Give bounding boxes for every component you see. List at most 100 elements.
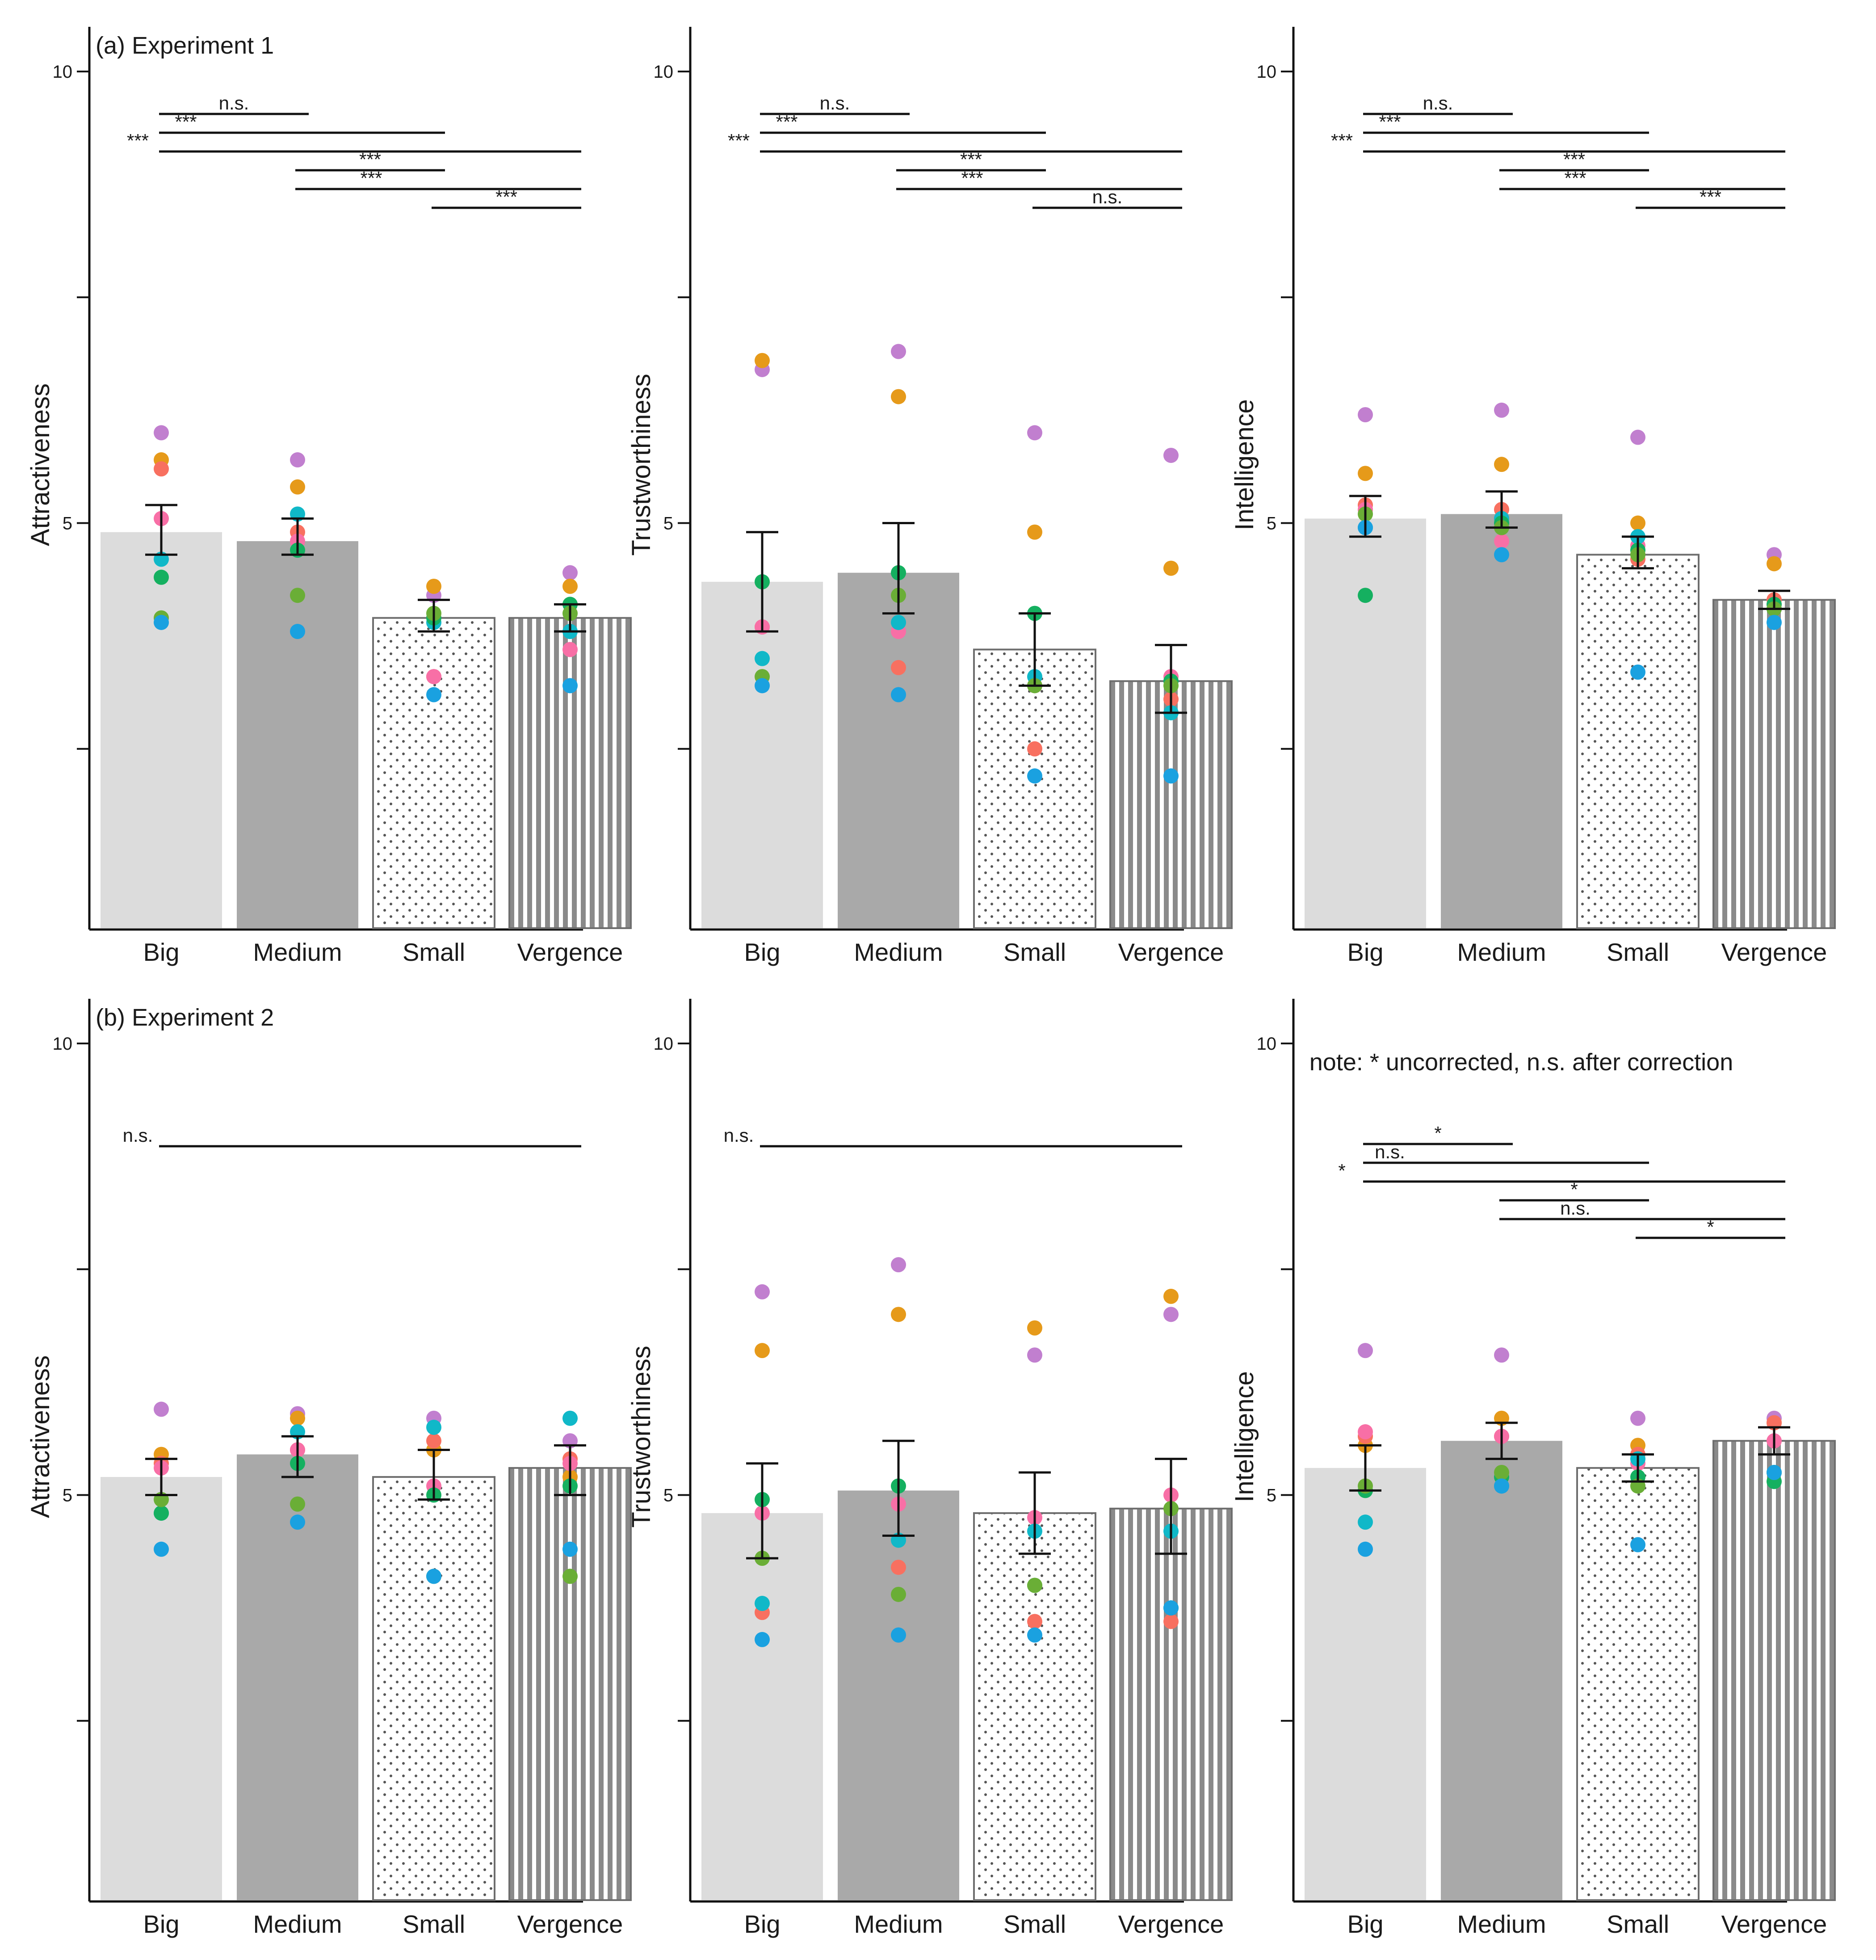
data-point — [1630, 515, 1645, 531]
y-tick-label: 10 — [654, 1034, 674, 1054]
significance-label: *** — [127, 130, 149, 151]
data-point — [1494, 1478, 1509, 1494]
y-axis-title: Attractiveness — [26, 383, 55, 546]
y-axis-title: Trustworthiness — [627, 1346, 656, 1527]
data-point — [426, 687, 441, 702]
data-point — [1494, 402, 1509, 418]
y-tick-label: 10 — [53, 1034, 73, 1054]
data-point — [154, 614, 169, 630]
data-point — [1767, 556, 1782, 572]
x-tick-label: Small — [1607, 938, 1669, 966]
data-point — [1358, 1541, 1373, 1557]
data-point — [1630, 1537, 1645, 1552]
x-tick-label: Medium — [253, 1910, 342, 1938]
data-point — [1767, 614, 1782, 630]
data-point — [1027, 425, 1042, 441]
data-point — [1027, 1320, 1042, 1336]
significance-label: *** — [1564, 168, 1586, 189]
x-tick-label: Big — [1347, 938, 1384, 966]
y-axis-title: Trustworthiness — [627, 374, 656, 555]
x-tick-label: Medium — [1457, 1910, 1546, 1938]
bar — [1576, 554, 1700, 929]
data-point — [290, 1410, 305, 1426]
data-point — [290, 452, 305, 468]
data-point — [891, 660, 906, 675]
data-point — [755, 651, 770, 666]
data-point — [755, 678, 770, 694]
data-point — [290, 624, 305, 639]
data-point — [290, 479, 305, 495]
x-tick-label: Medium — [854, 1910, 943, 1938]
data-point — [426, 1419, 441, 1435]
significance-label: *** — [175, 111, 197, 132]
note-text: note: * uncorrected, n.s. after correcti… — [1309, 1049, 1733, 1076]
data-point — [891, 1307, 906, 1322]
bar — [1576, 1467, 1700, 1901]
data-point — [1358, 407, 1373, 422]
significance-label: *** — [776, 111, 797, 132]
data-point — [1027, 1347, 1042, 1363]
bar — [101, 1477, 222, 1900]
significance-label: n.s. — [1092, 186, 1123, 207]
data-point — [290, 1496, 305, 1512]
significance-label: *** — [1379, 111, 1401, 132]
y-tick-label: 10 — [654, 62, 674, 82]
bar — [508, 1467, 632, 1901]
x-tick-label: Small — [1003, 1910, 1066, 1938]
x-tick-label: Big — [143, 938, 180, 966]
bar — [237, 541, 358, 928]
experiment-label: (b) Experiment 2 — [96, 1004, 274, 1031]
data-point — [891, 1586, 906, 1602]
y-axis-title: Attractiveness — [26, 1355, 55, 1518]
y-tick-label: 5 — [663, 514, 673, 534]
bar — [1305, 518, 1426, 928]
significance-label: *** — [961, 168, 983, 189]
chart-panel: 10 5 Trustworthiness Big Medium Small Vergence… — [627, 27, 1233, 966]
y-tick-label: 5 — [663, 1486, 673, 1506]
data-point — [154, 1541, 169, 1557]
significance-label: * — [1434, 1123, 1441, 1144]
significance-label: *** — [359, 149, 381, 170]
data-point — [562, 579, 578, 594]
data-point — [1494, 457, 1509, 472]
x-tick-label: Big — [143, 1910, 180, 1938]
x-tick-label: Vergence — [517, 1910, 623, 1938]
significance-label: *** — [1563, 149, 1585, 170]
data-point — [1163, 768, 1179, 784]
data-point — [1163, 1307, 1179, 1322]
x-tick-label: Vergence — [1721, 938, 1827, 966]
x-tick-label: Vergence — [517, 938, 623, 966]
data-point — [1163, 1288, 1179, 1304]
x-tick-label: Vergence — [1118, 1910, 1224, 1938]
y-axis-title: Intelligence — [1230, 399, 1259, 530]
bar — [973, 1512, 1096, 1901]
data-point — [1163, 447, 1179, 463]
data-point — [426, 669, 441, 685]
data-point — [1027, 1627, 1042, 1643]
chart-panel: 10 5 Attractiveness (a) Experiment 1 Big Medi… — [26, 27, 632, 966]
data-point — [1494, 547, 1509, 563]
x-tick-label: Medium — [253, 938, 342, 966]
data-point — [1767, 1465, 1782, 1480]
data-point — [562, 678, 578, 694]
data-point — [1027, 1614, 1042, 1629]
data-point — [1027, 741, 1042, 757]
significance-label: *** — [360, 168, 382, 189]
data-point — [891, 614, 906, 630]
x-tick-label: Medium — [1457, 938, 1546, 966]
bar — [1712, 599, 1836, 929]
significance-label: *** — [495, 186, 517, 207]
data-point — [891, 687, 906, 702]
x-tick-label: Small — [403, 1910, 465, 1938]
significance-label: n.s. — [1560, 1198, 1591, 1219]
data-point — [426, 1569, 441, 1584]
significance-label: n.s. — [219, 93, 249, 114]
data-point — [1358, 1514, 1373, 1530]
chart-panel: 10 5 Trustworthiness Big Medium Small Vergence… — [627, 999, 1233, 1938]
bar — [372, 1476, 495, 1901]
significance-label: n.s. — [724, 1125, 754, 1146]
data-point — [755, 353, 770, 368]
data-point — [154, 1401, 169, 1417]
data-point — [562, 642, 578, 657]
y-tick-label: 5 — [63, 514, 72, 534]
